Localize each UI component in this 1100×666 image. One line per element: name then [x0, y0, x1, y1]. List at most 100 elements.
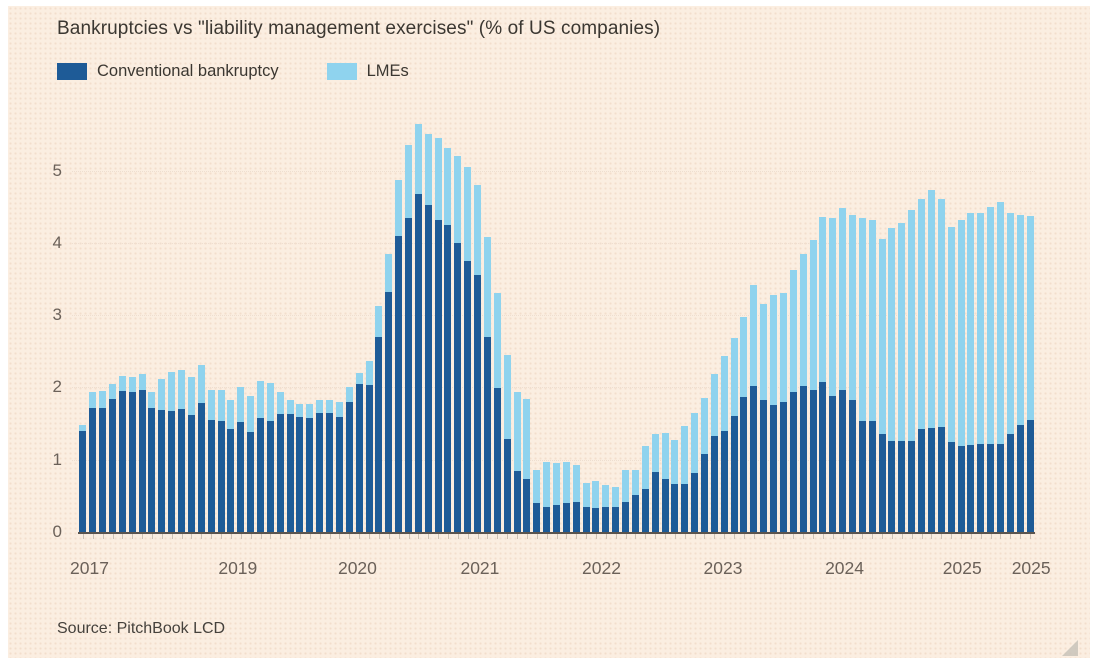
bar-segment-conventional: [187, 414, 195, 532]
bar-segment-conventional: [858, 421, 866, 532]
stacked-bar: [898, 223, 906, 532]
x-axis-tick: [122, 534, 124, 539]
bar-segment-lme: [148, 392, 156, 409]
stacked-bar: [296, 404, 304, 532]
stacked-bar: [405, 145, 412, 532]
x-axis-tick: [694, 534, 696, 539]
bar-segment-conventional: [957, 445, 965, 532]
x-axis-tick: [181, 534, 183, 539]
x-axis-tick: [290, 534, 292, 539]
stacked-bar: [148, 392, 156, 532]
bar-segment-lme: [375, 305, 383, 337]
bar-segment-lme: [109, 383, 117, 399]
x-axis-tick: [941, 534, 943, 539]
x-tick-label-2024-6: 2024: [825, 558, 865, 578]
x-axis-tick: [1020, 534, 1022, 539]
bar-segment-lme: [641, 445, 649, 489]
bar-segment-conventional: [641, 488, 649, 532]
bar-segment-lme: [848, 215, 856, 400]
bar-segment-conventional: [918, 428, 926, 532]
stacked-bar: [503, 354, 511, 532]
x-tick-label-2025-8: 2025: [1011, 558, 1051, 578]
x-axis-tick: [260, 534, 262, 539]
x-axis-tick: [161, 534, 163, 539]
x-tick-label-2023-5: 2023: [703, 558, 743, 578]
bar-segment-conventional: [996, 443, 1004, 532]
legend-item-conventional: Conventional bankruptcy: [57, 62, 279, 81]
bar-segment-lme: [474, 184, 482, 276]
bar-segment-lme: [454, 156, 462, 243]
bar-segment-conventional: [434, 219, 442, 532]
bar-segment-conventional: [799, 385, 807, 532]
bar-segment-lme: [89, 391, 97, 409]
x-tick-label-2020-2: 2020: [337, 558, 377, 578]
stacked-bar: [335, 401, 343, 532]
stacked-bar: [99, 391, 107, 532]
x-axis-tick: [211, 534, 213, 539]
bar-segment-lme: [592, 481, 600, 509]
x-axis-tick: [961, 534, 962, 539]
x-axis-tick: [704, 534, 706, 539]
x-axis-tick: [813, 534, 814, 539]
stacked-bar: [730, 337, 738, 532]
stacked-bar: [612, 487, 620, 532]
bar-segment-lme: [178, 370, 186, 410]
bar-segment-conventional: [464, 260, 472, 532]
stacked-bar: [444, 148, 452, 532]
bar-segment-conventional: [138, 390, 146, 532]
bar-segment-lme: [237, 387, 245, 423]
stacked-bar: [493, 292, 501, 532]
bar-segment-conventional: [395, 235, 403, 532]
x-axis-tick: [546, 534, 548, 539]
bar-segment-conventional: [79, 430, 87, 532]
bar-segment-lme: [276, 391, 284, 415]
y-tick-label-2: 2: [52, 377, 62, 397]
bar-segment-lme: [1006, 213, 1014, 434]
stacked-bar: [908, 210, 916, 532]
bar-segment-conventional: [89, 408, 97, 532]
stacked-bar: [947, 226, 955, 532]
resize-handle-icon[interactable]: [1062, 640, 1078, 656]
bar-segment-lme: [257, 380, 265, 418]
bar-segment-conventional: [1026, 419, 1034, 532]
bar-segment-lme: [572, 464, 580, 502]
bar-segment-conventional: [1006, 433, 1014, 532]
stacked-bar: [691, 413, 699, 532]
stacked-bar: [977, 213, 985, 532]
bar-segment-lme: [128, 377, 136, 393]
x-axis-tick: [635, 534, 637, 539]
stacked-bar: [385, 253, 393, 532]
stacked-bar: [513, 392, 521, 532]
x-axis-tick: [803, 534, 805, 539]
bar-segment-lme: [118, 375, 126, 392]
stacked-bar: [553, 463, 560, 532]
bar-segment-conventional: [927, 427, 935, 532]
stacked-bar: [197, 365, 205, 532]
x-axis-tick: [526, 534, 528, 539]
bar-segment-lme: [296, 404, 304, 418]
x-axis-tick: [665, 534, 667, 539]
x-axis-tick: [645, 534, 647, 539]
bar-segment-conventional: [424, 205, 432, 532]
stacked-bar: [809, 239, 817, 532]
legend-label-conventional-bankruptcy: Conventional bankruptcy: [97, 62, 279, 80]
stacked-bar: [957, 220, 965, 532]
bar-segment-lme: [878, 239, 886, 434]
x-axis-tick: [517, 534, 519, 539]
bar-segment-conventional: [533, 503, 541, 532]
bar-segment-conventional: [898, 440, 906, 532]
bar-segment-lme: [996, 201, 1004, 444]
x-tick-label-2017-0: 2017: [70, 558, 109, 578]
x-axis-tick: [990, 534, 992, 539]
stacked-bar: [700, 397, 708, 532]
bar-segment-conventional: [207, 419, 215, 532]
legend-swatch-conventional-bankruptcy: [57, 63, 87, 80]
bar-segment-conventional: [158, 409, 166, 532]
x-axis-tick: [556, 534, 558, 539]
x-axis-tick: [793, 534, 795, 539]
legend-label-lmes: LMEs: [366, 62, 409, 80]
stacked-bar: [671, 440, 679, 532]
bar-segment-lme: [967, 213, 975, 446]
bar-segment-lme: [858, 217, 866, 422]
bar-segment-conventional: [720, 430, 728, 532]
